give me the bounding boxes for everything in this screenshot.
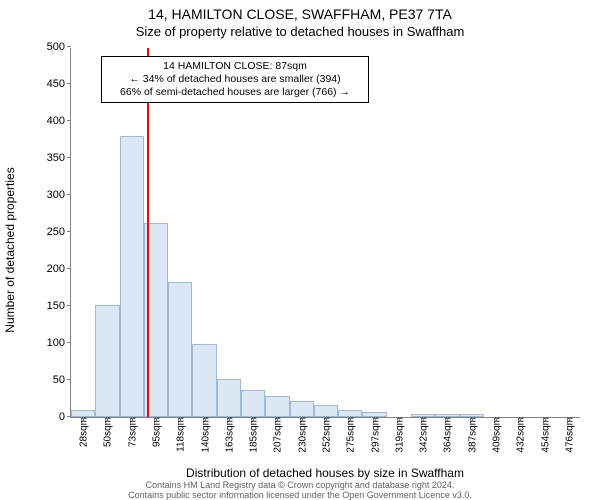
x-tick-mark (520, 417, 521, 421)
x-tick-mark (496, 417, 497, 421)
x-tick-mark (277, 417, 278, 421)
y-tick-mark (67, 231, 71, 232)
x-tick-label: 364sqm (441, 417, 454, 453)
x-tick-label: 342sqm (417, 417, 430, 453)
footnote: Contains HM Land Registry data © Crown c… (0, 481, 600, 500)
x-tick-label: 275sqm (344, 417, 357, 453)
x-tick-label: 118sqm (174, 417, 187, 452)
y-tick-mark (67, 379, 71, 380)
chart-title-line2: Size of property relative to detached ho… (0, 24, 600, 39)
x-tick-mark (156, 417, 157, 421)
x-axis-label: Distribution of detached houses by size … (70, 466, 580, 480)
annotation-line2: ← 34% of detached houses are smaller (39… (108, 73, 362, 86)
x-tick-label: 140sqm (198, 417, 211, 453)
y-tick-mark (67, 83, 71, 84)
x-tick-mark (229, 417, 230, 421)
y-tick-label: 100 (47, 337, 71, 349)
annotation-box: 14 HAMILTON CLOSE: 87sqm ← 34% of detach… (101, 56, 369, 103)
x-tick-label: 50sqm (101, 417, 114, 447)
x-tick-mark (132, 417, 133, 421)
x-tick-label: 476sqm (562, 417, 575, 453)
x-tick-mark (350, 417, 351, 421)
y-tick-label: 350 (47, 152, 71, 164)
y-tick-label: 300 (47, 189, 71, 201)
bar (314, 405, 338, 417)
y-tick-mark (67, 157, 71, 158)
x-tick-label: 163sqm (222, 417, 235, 453)
x-tick-label: 297sqm (368, 417, 381, 453)
bar (95, 305, 119, 417)
y-tick-mark (67, 268, 71, 269)
x-tick-mark (302, 417, 303, 421)
bar (168, 282, 192, 417)
x-tick-mark (205, 417, 206, 421)
y-tick-label: 150 (47, 300, 71, 312)
y-axis-label: Number of detached properties (3, 167, 17, 332)
y-tick-mark (67, 194, 71, 195)
x-tick-label: 230sqm (295, 417, 308, 453)
x-tick-label: 28sqm (77, 417, 90, 447)
x-tick-label: 73sqm (125, 417, 138, 447)
x-tick-label: 409sqm (490, 417, 503, 453)
x-tick-mark (569, 417, 570, 421)
y-tick-label: 0 (59, 411, 71, 423)
x-tick-label: 185sqm (247, 417, 260, 453)
x-tick-mark (423, 417, 424, 421)
bar (217, 379, 241, 417)
x-tick-mark (180, 417, 181, 421)
chart-title-line1: 14, HAMILTON CLOSE, SWAFFHAM, PE37 7TA (0, 6, 600, 22)
x-tick-label: 454sqm (538, 417, 551, 453)
x-tick-label: 319sqm (392, 417, 405, 453)
bar (265, 396, 289, 417)
y-tick-mark (67, 120, 71, 121)
x-tick-mark (83, 417, 84, 421)
x-tick-mark (107, 417, 108, 421)
bar (290, 401, 314, 417)
y-tick-mark (67, 46, 71, 47)
y-tick-label: 500 (47, 41, 71, 53)
footnote-line2: Contains public sector information licen… (128, 490, 472, 500)
bar (120, 136, 144, 417)
annotation-line1: 14 HAMILTON CLOSE: 87sqm (108, 60, 362, 73)
y-tick-mark (67, 416, 71, 417)
bar (192, 344, 216, 417)
x-tick-label: 432sqm (514, 417, 527, 453)
annotation-line3: 66% of semi-detached houses are larger (… (108, 86, 362, 99)
y-tick-mark (67, 305, 71, 306)
bar (241, 390, 265, 417)
y-tick-label: 200 (47, 263, 71, 275)
y-tick-label: 400 (47, 115, 71, 127)
x-tick-mark (253, 417, 254, 421)
x-tick-mark (326, 417, 327, 421)
x-tick-mark (472, 417, 473, 421)
plot-area: 14 HAMILTON CLOSE: 87sqm ← 34% of detach… (70, 48, 580, 418)
x-tick-mark (447, 417, 448, 421)
y-tick-label: 250 (47, 226, 71, 238)
x-tick-mark (545, 417, 546, 421)
x-tick-label: 95sqm (150, 417, 163, 447)
x-tick-label: 207sqm (271, 417, 284, 453)
x-tick-label: 387sqm (465, 417, 478, 453)
x-tick-label: 252sqm (320, 417, 333, 453)
bar (338, 410, 362, 417)
y-tick-label: 450 (47, 78, 71, 90)
bar (71, 410, 95, 417)
y-tick-label: 50 (53, 374, 71, 386)
x-tick-mark (375, 417, 376, 421)
y-tick-mark (67, 342, 71, 343)
x-tick-mark (399, 417, 400, 421)
chart-container: 14, HAMILTON CLOSE, SWAFFHAM, PE37 7TA S… (0, 0, 600, 500)
